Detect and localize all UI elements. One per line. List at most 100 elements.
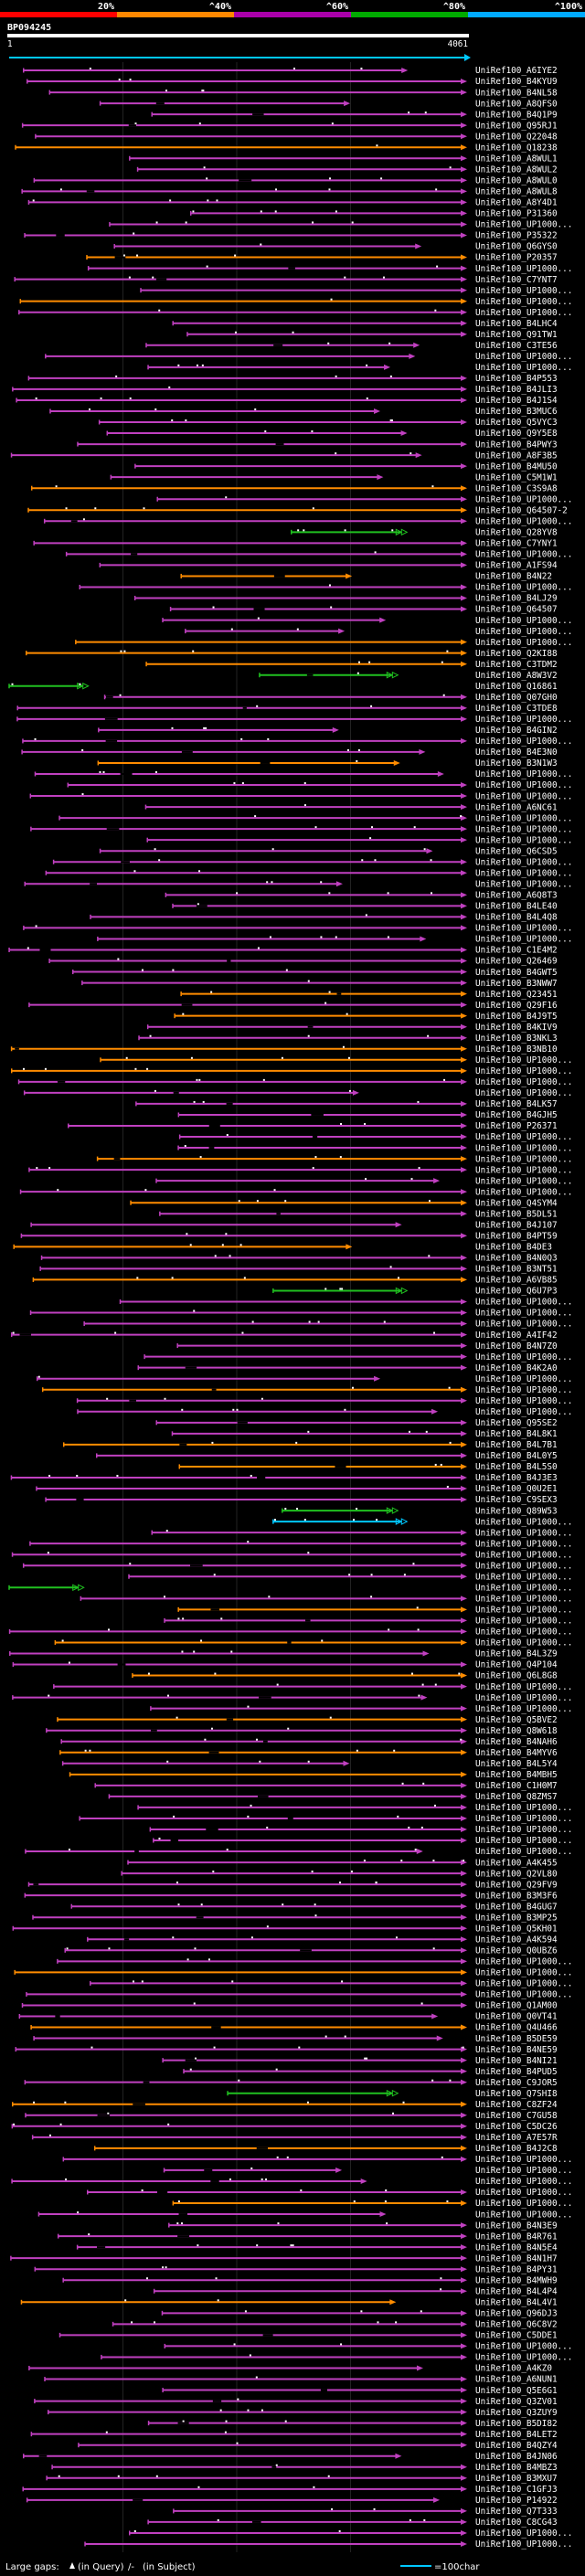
hit-row: UniRef100_Q07GH0 [103,693,558,703]
gap-mark [431,2079,434,2082]
hit-row: UniRef100_B4PWY3 [77,440,558,450]
gap-mark [346,1012,348,1015]
gap-mark [12,1331,15,1334]
gap-mark [347,1056,350,1059]
gap-mark [171,726,174,729]
hit-label: UniRef100_B3N1W3 [475,758,558,769]
gap-mark [247,1815,250,1818]
gap-mark [313,2486,315,2488]
gap-mark [117,2475,120,2477]
gap-mark [215,2277,218,2280]
hit-end-arrow [393,759,400,766]
gap-mark [260,243,262,246]
gap-mark [84,1749,87,1752]
gap-mark [177,364,180,366]
hit-end-arrow [461,1617,467,1624]
hit-label: UniRef100_UP1000... [475,494,572,504]
hit-end-arrow [461,705,467,711]
hit-row: UniRef100_Q64507-2 [27,505,568,515]
hit-end-arrow [431,2013,439,2019]
gap-mark [225,2420,228,2422]
gap-mark [374,859,377,862]
gap-mark [397,1815,399,1818]
hit-row: UniRef100_C8CG43 [147,2518,558,2528]
gap-mark [214,1255,217,1257]
gap-mark [165,1530,168,1532]
gap-mark [292,68,295,70]
gap-mark [389,1266,392,1268]
hit-label: UniRef100_UP1000... [475,1528,572,1538]
hit-label: UniRef100_B4MYV6 [475,1748,558,1758]
hit-end-arrow [389,2299,397,2306]
gap-mark [344,2035,346,2038]
gap-mark [361,859,364,862]
hit-end-arrow [461,1200,467,1206]
gap-mark [276,2156,279,2158]
gap-mark [255,1738,258,1741]
hit-end-arrow [461,1672,467,1679]
hit-end-arrow [426,848,433,854]
gap-mark [168,386,171,388]
query-header: BP094245 1 4061 [7,23,471,61]
legend-tick-3: ^60% [326,2,348,12]
hit-row: UniRef100_B4GUG7 [70,1902,558,1912]
hit-label: UniRef100_B4L8K1 [475,1429,558,1439]
hit-end-arrow [461,1958,467,1965]
hit-label: UniRef100_UP1000... [475,1132,572,1142]
gap-mark [232,1408,235,1411]
gap-mark [68,1661,70,1664]
hit-label: UniRef100_B4J9T5 [475,1012,558,1022]
gap-mark [298,2046,301,2049]
hit-label: UniRef100_B4LE40 [475,902,558,912]
hit-row: UniRef100_UP1000... [22,1561,572,1571]
hit-row: UniRef100_Q4P104 [12,1660,558,1670]
hit-end-arrow [461,133,467,140]
gap-mark [458,1672,461,1675]
hit-end-arrow [461,1309,467,1316]
hit-end-arrow [461,903,467,909]
gap-mark [200,1639,203,1642]
gap-mark [274,210,277,213]
footer: Large gaps: (in Query) /- (in Subject) =… [5,2562,480,2572]
hit-row: UniRef100_A4IF42 [10,1330,558,1341]
hit-label: UniRef100_UP1000... [475,857,572,867]
gap-mark [460,815,463,818]
hit-end-arrow [461,2222,467,2229]
hit-row: UniRef100_UP1000... [137,1803,572,1813]
hit-end-arrow [461,2486,467,2492]
gap-mark [106,1397,109,1400]
hit-end-arrow [461,507,467,514]
gap-mark [35,925,37,928]
hit-end-arrow [461,639,467,645]
gap-mark [193,1650,196,1653]
hit-row: UniRef100_B4L3Z9 [9,1649,558,1659]
gap-mark [206,177,208,180]
hit-label: UniRef100_B4NE59 [475,2045,558,2055]
hit-row: UniRef100_Q4U466 [30,2023,558,2033]
gap-mark [284,1508,287,1511]
hit-label: UniRef100_A4KZ0 [475,2364,552,2374]
gap-mark [211,1441,214,1444]
gap-mark [94,507,97,510]
hit-end-arrow [391,1507,399,1514]
hit-end-arrow [413,342,420,348]
gap-mark [271,848,274,851]
hit-row: UniRef100_C7GU58 [25,2111,558,2121]
gap-mark [201,364,204,366]
gap-mark [414,1849,417,1851]
hit-row: UniRef100_Q3ZV01 [34,2397,558,2407]
gap-mark [76,1474,79,1477]
gap-mark [203,166,206,169]
gap-mark [448,1386,451,1389]
hit-end-arrow [461,265,467,271]
hit-end-arrow [461,2079,467,2085]
gap-mark [312,1167,314,1170]
gap-mark [122,254,125,257]
gap-mark [356,1749,358,1752]
hit-row: UniRef100_UP1000... [53,1682,572,1692]
gap-mark [311,1871,314,1873]
hit-end-arrow [461,914,467,920]
gap-mark [171,419,174,422]
gap-mark [324,2035,327,2038]
hit-end-arrow [437,770,444,777]
